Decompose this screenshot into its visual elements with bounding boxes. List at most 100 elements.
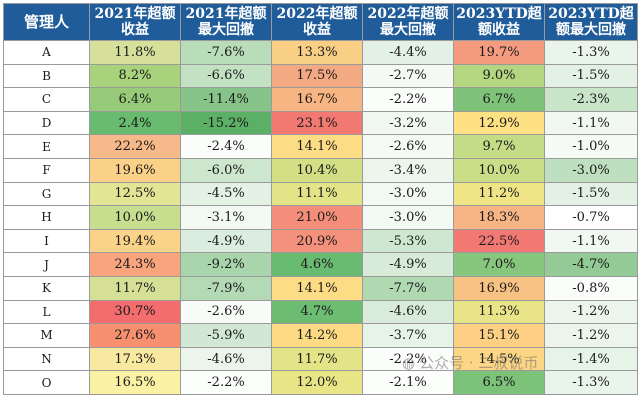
table-row: C 6.4% -11.4% 16.7% -2.2% 6.7% -2.3%: [3, 87, 638, 112]
cell-2022-excess-return: 12.0%: [271, 370, 363, 395]
header-2021-excess-max-drawdown: 2021年超额 最大回撤: [180, 3, 272, 41]
cell-2021-excess-return: 17.3%: [89, 346, 181, 372]
cell-2022-excess-max-drawdown: -4.4%: [362, 40, 454, 65]
manager-cell: A: [3, 40, 90, 65]
table-row: G 12.5% -4.5% 11.1% -3.0% 11.2% -1.5%: [3, 181, 638, 207]
cell-2021-excess-max-drawdown: -4.5%: [180, 181, 272, 207]
cell-2021-excess-max-drawdown: -3.1%: [180, 205, 272, 230]
cell-2022-excess-max-drawdown: -3.2%: [362, 110, 454, 136]
cell-2021-excess-return: 16.5%: [89, 370, 181, 395]
cell-2022-excess-return: 10.4%: [271, 157, 363, 183]
cell-2021-excess-max-drawdown: -9.2%: [180, 252, 272, 277]
cell-2021-excess-max-drawdown: -7.6%: [180, 40, 272, 65]
table-row: I 19.4% -4.9% 20.9% -5.3% 22.5% -1.1%: [3, 228, 638, 254]
cell-2023ytd-excess-return: 19.7%: [453, 40, 545, 65]
header-2023ytd-excess-return: 2023YTD超 额收益: [453, 3, 545, 41]
header-2022-excess-max-drawdown: 2022年超额 最大回撤: [362, 3, 454, 41]
cell-2022-excess-return: 14.1%: [271, 134, 363, 159]
cell-2022-excess-max-drawdown: -2.7%: [362, 63, 454, 89]
table-row: K 11.7% -7.9% 14.1% -7.7% 16.9% -0.8%: [3, 275, 638, 301]
cell-2023ytd-excess-max-drawdown: -1.3%: [544, 370, 638, 395]
manager-cell: H: [3, 205, 90, 230]
cell-2021-excess-return: 19.4%: [89, 228, 181, 254]
cell-2023ytd-excess-max-drawdown: -3.0%: [544, 157, 638, 183]
cell-2022-excess-return: 20.9%: [271, 228, 363, 254]
cell-2021-excess-return: 27.6%: [89, 323, 181, 348]
cell-2021-excess-return: 11.8%: [89, 40, 181, 65]
header-2023ytd-excess-max-drawdown: 2023YTD超 额最大回撤: [544, 3, 638, 41]
cell-2022-excess-return: 14.2%: [271, 323, 363, 348]
cell-2023ytd-excess-return: 16.9%: [453, 275, 545, 301]
cell-2021-excess-max-drawdown: -11.4%: [180, 87, 272, 112]
cell-2022-excess-return: 4.7%: [271, 299, 363, 325]
cell-2023ytd-excess-max-drawdown: -1.0%: [544, 134, 638, 159]
cell-2021-excess-max-drawdown: -6.6%: [180, 63, 272, 89]
cell-2022-excess-return: 11.1%: [271, 181, 363, 207]
cell-2023ytd-excess-max-drawdown: -0.7%: [544, 205, 638, 230]
cell-2023ytd-excess-max-drawdown: -4.7%: [544, 252, 638, 277]
manager-cell: O: [3, 370, 90, 395]
cell-2022-excess-return: 4.6%: [271, 252, 363, 277]
table-row: D 2.4% -15.2% 23.1% -3.2% 12.9% -1.1%: [3, 110, 638, 136]
cell-2023ytd-excess-max-drawdown: -1.2%: [544, 299, 638, 325]
cell-2021-excess-return: 6.4%: [89, 87, 181, 112]
table-row: M 27.6% -5.9% 14.2% -3.7% 15.1% -1.2%: [3, 323, 638, 348]
cell-2022-excess-max-drawdown: -2.1%: [362, 370, 454, 395]
cell-2021-excess-return: 12.5%: [89, 181, 181, 207]
fund-manager-excess-return-table: 管理人 2021年超额 收益 2021年超额 最大回撤 2022年超额 收益 2022…: [3, 3, 638, 395]
table-row: A 11.8% -7.6% 13.3% -4.4% 19.7% -1.3%: [3, 40, 638, 65]
cell-2022-excess-max-drawdown: -3.0%: [362, 205, 454, 230]
manager-cell: J: [3, 252, 90, 277]
cell-2022-excess-max-drawdown: -3.0%: [362, 181, 454, 207]
cell-2021-excess-return: 11.7%: [89, 275, 181, 301]
cell-2023ytd-excess-return: 9.0%: [453, 63, 545, 89]
table-row: E 22.2% -2.4% 14.1% -2.6% 9.7% -1.0%: [3, 134, 638, 159]
cell-2021-excess-max-drawdown: -5.9%: [180, 323, 272, 348]
manager-cell: L: [3, 299, 90, 325]
header-row: 管理人 2021年超额 收益 2021年超额 最大回撤 2022年超额 收益 2022…: [3, 3, 638, 41]
cell-2021-excess-return: 30.7%: [89, 299, 181, 325]
manager-cell: K: [3, 275, 90, 301]
cell-2022-excess-max-drawdown: -2.2%: [362, 87, 454, 112]
cell-2021-excess-max-drawdown: -2.2%: [180, 370, 272, 395]
cell-2021-excess-max-drawdown: -2.4%: [180, 134, 272, 159]
header-2021-excess-return: 2021年超额 收益: [89, 3, 181, 41]
cell-2022-excess-return: 21.0%: [271, 205, 363, 230]
cell-2021-excess-return: 19.6%: [89, 157, 181, 183]
table-row: B 8.2% -6.6% 17.5% -2.7% 9.0% -1.5%: [3, 63, 638, 89]
cell-2021-excess-max-drawdown: -2.6%: [180, 299, 272, 325]
cell-2022-excess-max-drawdown: -2.6%: [362, 134, 454, 159]
table-row: O 16.5% -2.2% 12.0% -2.1% 6.5% -1.3%: [3, 370, 638, 395]
cell-2023ytd-excess-return: 12.9%: [453, 110, 545, 136]
cell-2023ytd-excess-return: 9.7%: [453, 134, 545, 159]
cell-2022-excess-return: 14.1%: [271, 275, 363, 301]
cell-2021-excess-return: 10.0%: [89, 205, 181, 230]
table-row: L 30.7% -2.6% 4.7% -4.6% 11.3% -1.2%: [3, 299, 638, 325]
cell-2021-excess-return: 8.2%: [89, 63, 181, 89]
header-manager: 管理人: [3, 3, 90, 41]
cell-2022-excess-return: 16.7%: [271, 87, 363, 112]
cell-2023ytd-excess-return: 7.0%: [453, 252, 545, 277]
table-row: N 17.3% -4.6% 11.7% -2.2% 14.5% -1.4%: [3, 346, 638, 372]
manager-cell: D: [3, 110, 90, 136]
cell-2022-excess-max-drawdown: -7.7%: [362, 275, 454, 301]
cell-2021-excess-max-drawdown: -7.9%: [180, 275, 272, 301]
cell-2021-excess-return: 2.4%: [89, 110, 181, 136]
manager-cell: I: [3, 228, 90, 254]
cell-2023ytd-excess-max-drawdown: -1.2%: [544, 323, 638, 348]
cell-2021-excess-max-drawdown: -4.9%: [180, 228, 272, 254]
cell-2021-excess-max-drawdown: -4.6%: [180, 346, 272, 372]
cell-2023ytd-excess-max-drawdown: -1.4%: [544, 346, 638, 372]
cell-2023ytd-excess-return: 6.5%: [453, 370, 545, 395]
cell-2023ytd-excess-return: 6.7%: [453, 87, 545, 112]
cell-2022-excess-return: 23.1%: [271, 110, 363, 136]
cell-2022-excess-max-drawdown: -2.2%: [362, 346, 454, 372]
cell-2023ytd-excess-max-drawdown: -1.5%: [544, 63, 638, 89]
cell-2022-excess-return: 11.7%: [271, 346, 363, 372]
table-body: A 11.8% -7.6% 13.3% -4.4% 19.7% -1.3% B 8.2% -6.6…: [3, 40, 638, 395]
header-2022-excess-return: 2022年超额 收益: [271, 3, 363, 41]
cell-2023ytd-excess-max-drawdown: -0.8%: [544, 275, 638, 301]
cell-2022-excess-max-drawdown: -3.4%: [362, 157, 454, 183]
cell-2023ytd-excess-return: 10.0%: [453, 157, 545, 183]
cell-2023ytd-excess-max-drawdown: -1.5%: [544, 181, 638, 207]
